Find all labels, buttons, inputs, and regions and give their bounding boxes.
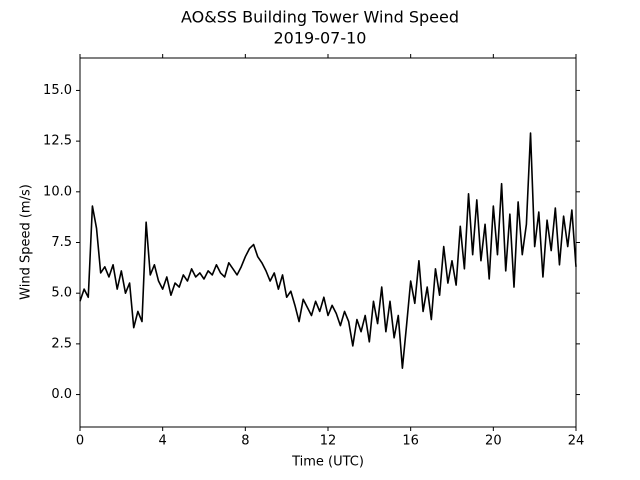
y-tick-label: 10.0	[43, 184, 72, 199]
y-tick-label: 2.5	[51, 336, 72, 351]
plot-frame	[79, 57, 577, 428]
x-tick-label: 4	[159, 434, 167, 449]
x-tick-label: 8	[241, 434, 249, 449]
y-tick-label: 12.5	[43, 134, 72, 149]
y-tick-label: 0.0	[51, 387, 72, 402]
x-tick-label: 20	[485, 434, 502, 449]
y-tick-label: 7.5	[51, 235, 72, 250]
chart-subtitle: 2019-07-10	[274, 29, 367, 48]
x-tick-label: 24	[568, 434, 585, 449]
y-tick-label: 15.0	[43, 83, 72, 98]
data-line	[79, 132, 577, 369]
x-axis-label: Time (UTC)	[291, 455, 364, 470]
y-tick-label: 5.0	[51, 286, 72, 301]
x-tick-label: 0	[76, 434, 84, 449]
chart-title: AO&SS Building Tower Wind Speed	[181, 8, 459, 27]
x-tick-label: 16	[402, 434, 419, 449]
x-tick-label: 12	[320, 434, 337, 449]
y-axis-label: Wind Speed (m/s)	[19, 184, 34, 300]
